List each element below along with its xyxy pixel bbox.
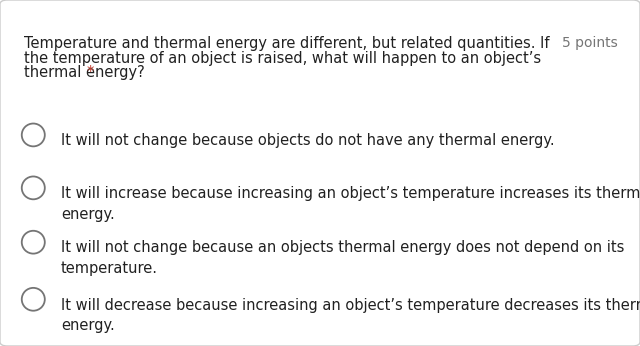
Text: It will not change because an objects thermal energy does not depend on its
temp: It will not change because an objects th… [61,240,624,276]
Text: Temperature and thermal energy are different, but related quantities. If: Temperature and thermal energy are diffe… [24,36,550,51]
Text: the temperature of an object is raised, what will happen to an object’s: the temperature of an object is raised, … [24,51,541,66]
Ellipse shape [22,231,45,254]
Ellipse shape [22,176,45,199]
Text: It will not change because objects do not have any thermal energy.: It will not change because objects do no… [61,133,554,148]
Text: *: * [87,65,94,80]
Text: It will increase because increasing an object’s temperature increases its therma: It will increase because increasing an o… [61,186,640,221]
Text: 5 points: 5 points [562,36,618,50]
Ellipse shape [22,288,45,311]
Text: It will decrease because increasing an object’s temperature decreases its therma: It will decrease because increasing an o… [61,298,640,333]
Text: thermal energy?: thermal energy? [24,65,150,80]
Ellipse shape [22,124,45,146]
